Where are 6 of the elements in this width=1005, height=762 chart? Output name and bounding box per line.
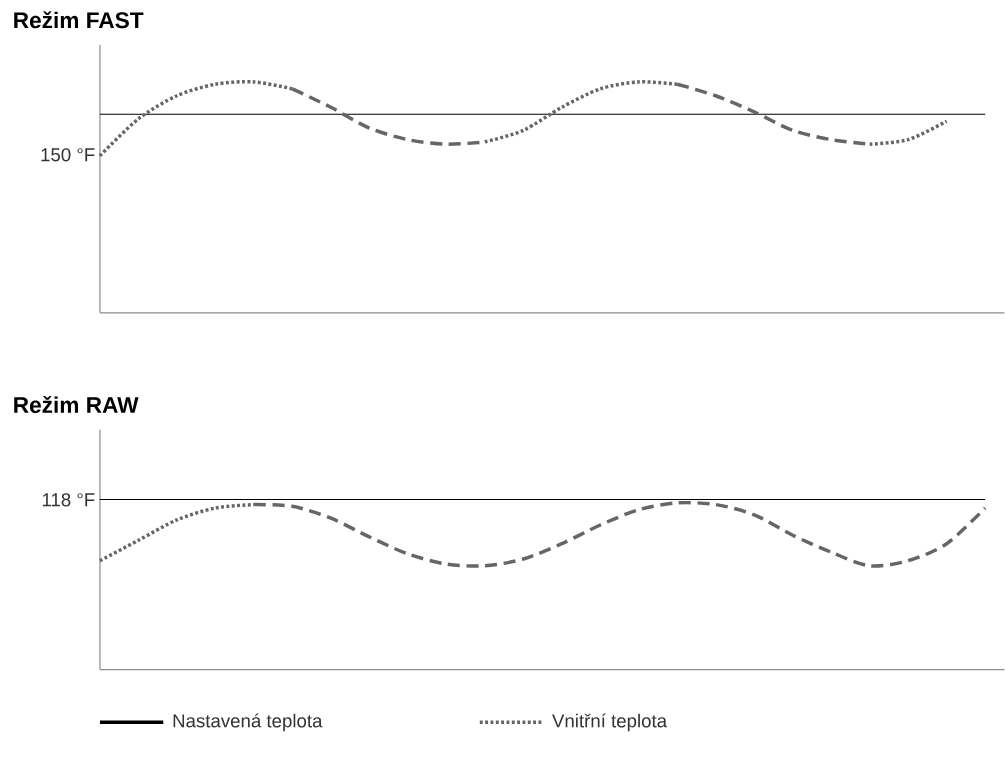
chart-title: Režim RAW [14,396,139,414]
legend-label: Vnitřní teplota [552,713,668,732]
chart-title: Režim FAST [14,11,144,29]
legend-label: Nastavená teplota [173,713,323,732]
text: 118 °F [42,493,95,507]
text: 150 °F [41,148,95,162]
